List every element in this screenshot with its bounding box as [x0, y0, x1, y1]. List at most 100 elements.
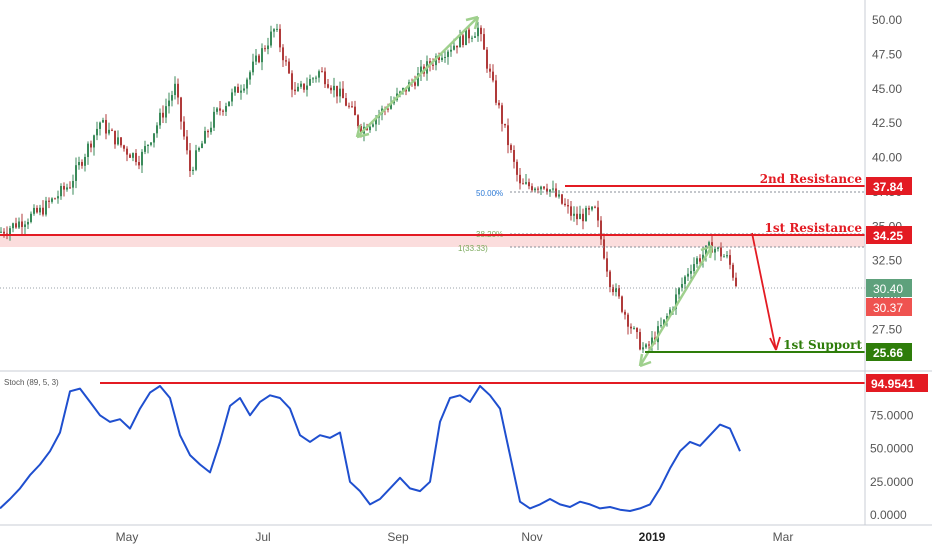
candle-body — [492, 71, 494, 81]
candle-body — [462, 35, 464, 46]
candle-body — [372, 124, 374, 127]
candle-body — [300, 83, 302, 87]
level-label: 2nd Resistance — [760, 172, 863, 186]
candle-body — [189, 150, 191, 172]
candle-body — [585, 207, 587, 222]
candle-body — [390, 103, 392, 109]
candle-body — [639, 332, 641, 350]
candle-body — [387, 108, 389, 110]
candle-body — [339, 88, 341, 97]
x-tick-label: Mar — [773, 530, 794, 544]
candle-body — [135, 153, 137, 163]
candle-body — [303, 83, 305, 90]
candle-body — [84, 156, 86, 166]
stoch-level-tag — [866, 374, 928, 392]
candle-body — [567, 205, 569, 207]
y-tick-label: 50.00 — [872, 13, 902, 27]
candle-body — [186, 136, 188, 151]
candle-body — [165, 106, 167, 118]
candle-body — [27, 221, 29, 225]
candle-body — [594, 206, 596, 208]
candle-body — [552, 188, 554, 190]
stoch-legend: Stoch (89, 5, 3) — [4, 378, 59, 387]
price-tag — [866, 298, 912, 316]
candle-body — [348, 105, 350, 107]
candle-body — [375, 117, 377, 125]
y-tick-label: 27.50 — [872, 322, 902, 336]
candle-body — [717, 247, 719, 249]
candle-body — [75, 165, 77, 181]
candle-body — [663, 319, 665, 326]
candle-body — [588, 207, 590, 210]
candle-body — [138, 162, 140, 166]
candle-body — [735, 277, 737, 287]
candle-body — [105, 119, 107, 134]
x-tick-label: Sep — [387, 530, 409, 544]
candle-body — [549, 189, 551, 192]
candle-body — [120, 137, 122, 146]
candle-body — [606, 258, 608, 272]
candle-body — [708, 242, 710, 246]
candle-body — [648, 344, 650, 346]
candle-body — [93, 135, 95, 148]
candle-body — [444, 56, 446, 58]
candle-body — [435, 56, 437, 66]
candle-body — [177, 83, 179, 98]
candle-body — [42, 207, 44, 215]
candle-body — [681, 284, 683, 289]
candle-body — [690, 271, 692, 274]
y-tick-label: 45.00 — [872, 82, 902, 96]
candle-body — [54, 198, 56, 200]
candle-body — [633, 327, 635, 329]
candle-body — [243, 88, 245, 91]
candle-body — [504, 123, 506, 126]
candle-body — [669, 309, 671, 317]
candle-body — [702, 254, 704, 262]
candle-body — [645, 344, 647, 348]
candle-body — [528, 182, 530, 187]
candle-body — [9, 228, 11, 235]
candle-body — [252, 61, 254, 73]
stochastic-pane: Stoch (89, 5, 3) — [0, 378, 865, 512]
candle-body — [696, 258, 698, 265]
candle-body — [0, 231, 2, 233]
candle-body — [675, 294, 677, 309]
candle-body — [231, 92, 233, 102]
candle-body — [282, 47, 284, 61]
candle-body — [519, 174, 521, 184]
candle-body — [102, 119, 104, 123]
candle-body — [636, 327, 638, 333]
candle-body — [30, 213, 32, 222]
resistance-zone — [0, 235, 865, 247]
candle-body — [501, 105, 503, 124]
candle-body — [111, 129, 113, 131]
x-tick-label: 2019 — [639, 530, 666, 544]
candle-body — [306, 85, 308, 90]
candle-body — [285, 60, 287, 62]
candle-body — [705, 245, 707, 255]
candle-body — [726, 255, 728, 257]
candle-body — [540, 186, 542, 190]
up-arrow-line-2 — [638, 245, 714, 367]
candle-body — [204, 130, 206, 144]
candle-body — [441, 57, 443, 61]
candle-body — [240, 90, 242, 93]
candle-body — [78, 162, 80, 166]
candle-body — [432, 64, 434, 66]
candle-body — [351, 106, 353, 108]
candle-body — [36, 207, 38, 213]
candle-body — [207, 130, 209, 133]
stoch-y-tick-label: 0.0000 — [870, 508, 907, 522]
candle-body — [678, 288, 680, 295]
fib-label: 1(33.33) — [458, 244, 488, 253]
candle-body — [150, 142, 152, 145]
candle-body — [153, 133, 155, 143]
candle-body — [468, 29, 470, 39]
candle-body — [237, 86, 239, 93]
candle-body — [81, 162, 83, 166]
candle-body — [273, 29, 275, 32]
level-price-tag-text: 25.66 — [873, 346, 903, 360]
candle-body — [720, 247, 722, 257]
level-price-tag-text: 34.25 — [873, 229, 903, 243]
candle-body — [324, 71, 326, 85]
